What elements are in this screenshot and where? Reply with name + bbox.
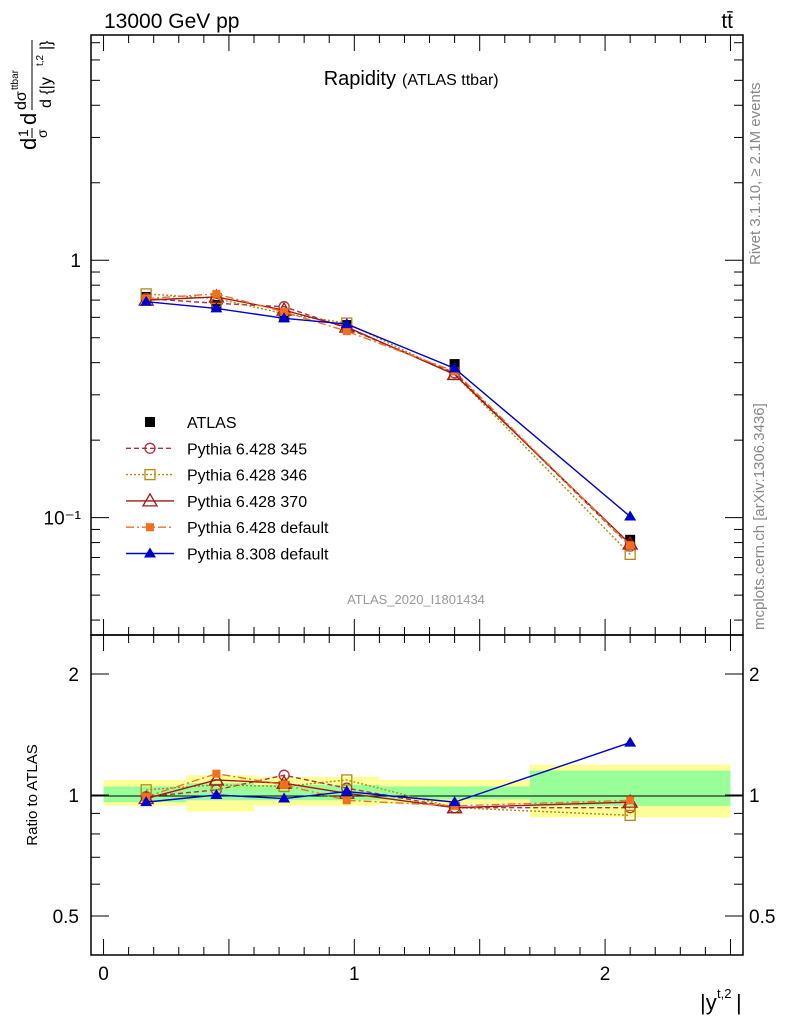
- data-point-pythia-6-428-default: [342, 327, 351, 336]
- svg-text:|: |: [736, 990, 742, 1015]
- x-axis-label: |y t,2 |: [700, 986, 742, 1015]
- legend: ATLAS Pythia 6.428 345 Pythia 6.428 346 Pyt…: [126, 415, 329, 564]
- main-y-tick-labels: 1 10⁻¹: [44, 251, 82, 529]
- ratio-line-pythia-8-308-default: [146, 741, 631, 803]
- ratio-point-pythia-6-428-default: [342, 796, 351, 805]
- svg-text:t,2: t,2: [717, 986, 731, 1001]
- ratio-uncertainty-bands: [103, 764, 731, 818]
- ratio-y-tick-label-right: 2: [749, 665, 760, 686]
- svg-text:t,2: t,2: [35, 54, 46, 66]
- ratio-y-tick-label-left: 2: [68, 665, 79, 686]
- ratio-point-pythia-6-428-346: [624, 809, 636, 821]
- x-tick-label: 0: [98, 964, 109, 985]
- legend-marker: [141, 492, 159, 507]
- legend-label: Pythia 6.428 345: [187, 441, 307, 458]
- x-tick-label: 2: [600, 964, 611, 985]
- svg-text:|y: |y: [700, 990, 717, 1015]
- data-point-pythia-8-308-default: [210, 302, 223, 313]
- ratio-y-tick-label-left: 1: [68, 786, 79, 807]
- ratio-point-pythia-8-308-default: [340, 785, 353, 796]
- chart-subtitle: (ATLAS ttbar): [402, 72, 499, 89]
- data-point-pythia-8-308-default: [140, 295, 153, 306]
- ratio-line-pythia-6-428-370: [145, 779, 631, 809]
- main-frame: [90, 34, 744, 636]
- ratio-point-pythia-8-308-default: [448, 796, 461, 807]
- ratio-y-tick-label-left: 0.5: [53, 907, 79, 928]
- series-pythia-8-308-default: [140, 295, 637, 521]
- mcplots-reference-text: mcplots.cern.ch [arXiv:1306.3436]: [751, 403, 768, 630]
- svg-text:ttbar: ttbar: [10, 69, 21, 90]
- ratio-point-pythia-8-308-default: [278, 792, 291, 803]
- ratio-line-pythia-6-428-346: [146, 779, 631, 817]
- rivet-version-text: Rivet 3.1.10, ≥ 2.1M events: [747, 83, 764, 266]
- ratio-point-pythia-8-308-default: [624, 736, 637, 747]
- legend-marker: [146, 523, 154, 532]
- x-tick-labels: 0 1 2: [98, 964, 610, 985]
- ratio-y-tick-label-right: 1: [749, 786, 760, 807]
- ratio-point-pythia-6-428-370: [208, 771, 225, 786]
- ratio-y-tick-labels: 2 2 1 1 0.5 0.5: [53, 665, 776, 928]
- data-point-pythia-8-308-default: [624, 510, 637, 521]
- ratio-point-pythia-6-428-345: [278, 769, 290, 781]
- ratio-point-pythia-6-428-default: [280, 780, 289, 789]
- collision-label: 13000 GeV pp: [104, 10, 239, 33]
- ratio-axis-ticks: [91, 635, 743, 956]
- svg-text:σ: σ: [34, 129, 50, 138]
- svg-text:d {|y: d {|y: [38, 77, 55, 108]
- series-line-pythia-6-428-370: [146, 296, 631, 545]
- ratio-series-layer: [138, 736, 639, 821]
- ratio-line-pythia-6-428-345: [146, 774, 631, 809]
- legend-label: Pythia 6.428 370: [187, 494, 307, 511]
- svg-text:|}: |}: [38, 40, 55, 50]
- legend-item-pythia-8-308-default: Pythia 8.308 default: [126, 547, 329, 564]
- main-y-tick-label: 1: [70, 251, 81, 272]
- main-series-layer: [138, 288, 639, 561]
- svg-text:d: d: [16, 113, 41, 125]
- svg-text:1: 1: [15, 129, 31, 137]
- legend-label: Pythia 8.308 default: [187, 547, 329, 564]
- legend-item-pythia-6-428-346: Pythia 6.428 346: [126, 468, 307, 485]
- ratio-y-tick-label-right: 0.5: [749, 907, 775, 928]
- main-panel: 1 10⁻¹ Rapidity (ATLAS ttbar) ATLAS_2020_…: [10, 34, 744, 636]
- ratio-point-pythia-6-428-346: [341, 774, 353, 786]
- legend-item-pythia-6-428-370: Pythia 6.428 370: [126, 492, 307, 511]
- ratio-point-pythia-6-428-default: [626, 796, 635, 805]
- legend-marker: [144, 442, 156, 454]
- data-point-pythia-6-428-default: [212, 289, 221, 298]
- data-point-atlas: [625, 534, 636, 545]
- legend-label: ATLAS: [187, 415, 237, 432]
- legend-item-atlas: ATLAS: [145, 415, 237, 432]
- x-tick-label: 1: [349, 964, 360, 985]
- legend-marker: [145, 417, 155, 427]
- data-point-pythia-8-308-default: [340, 318, 353, 329]
- series-line-pythia-8-308-default: [146, 301, 631, 518]
- svg-text:d: d: [16, 138, 41, 150]
- main-y-axis-label: d 1 σ d dσ ttbar d {|y t,2 |}: [10, 40, 55, 150]
- legend-marker: [144, 468, 156, 481]
- ratio-point-pythia-8-308-default: [140, 796, 153, 807]
- ratio-panel: 2 2 1 1 0.5 0.5 0 1 2 Ratio to ATLAS |y t,2 |: [24, 634, 776, 1015]
- process-label: tt̄: [721, 10, 733, 33]
- main-axis-ticks: [91, 35, 743, 635]
- data-point-pythia-8-308-default: [448, 362, 461, 373]
- main-y-tick-label: 10⁻¹: [44, 509, 82, 530]
- legend-item-pythia-6-428-default: Pythia 6.428 default: [126, 520, 329, 537]
- legend-marker: [144, 547, 156, 558]
- legend-item-pythia-6-428-345: Pythia 6.428 345: [126, 441, 307, 458]
- data-point-pythia-6-428-default: [626, 541, 635, 550]
- ratio-y-axis-label: Ratio to ATLAS: [24, 744, 41, 845]
- chart-title: Rapidity: [324, 68, 396, 90]
- svg-text:dσ: dσ: [13, 91, 30, 110]
- legend-label: Pythia 6.428 346: [187, 468, 307, 485]
- series-line-pythia-6-428-346: [146, 293, 631, 555]
- data-point-pythia-8-308-default: [278, 312, 291, 323]
- analysis-watermark: ATLAS_2020_I1801434: [347, 592, 485, 607]
- data-point-pythia-6-428-default: [280, 307, 289, 316]
- ratio-point-pythia-6-428-default: [212, 769, 221, 778]
- ratio-series-pythia-8-308-default: [140, 736, 637, 807]
- legend-label: Pythia 6.428 default: [187, 520, 329, 537]
- ratio-frame: [90, 634, 744, 956]
- ratio-point-pythia-8-308-default: [210, 789, 223, 799]
